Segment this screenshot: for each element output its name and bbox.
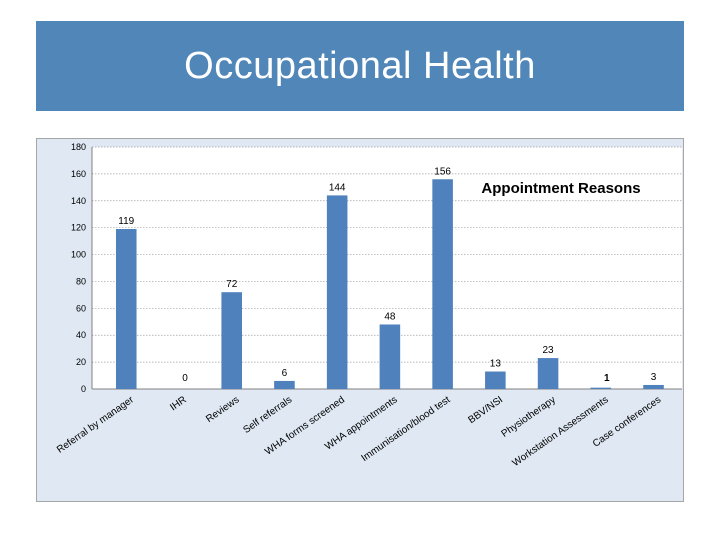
chart-title: Appointment Reasons: [481, 180, 640, 197]
x-tick-label: IHR: [168, 394, 188, 413]
data-label: 119: [118, 216, 134, 227]
data-label: 23: [543, 345, 555, 356]
y-tick-label: 160: [71, 169, 86, 179]
bar: [590, 387, 612, 389]
y-tick-label: 100: [71, 250, 86, 260]
y-tick-label: 20: [76, 357, 86, 367]
x-tick-labels: Referral by manager IHR Reviews Self referr…: [55, 394, 663, 469]
y-tick-label: 0: [81, 384, 86, 394]
bar: [115, 229, 137, 389]
slide-title: Occupational Health: [184, 44, 536, 87]
y-tick-label: 120: [71, 223, 86, 233]
bar: [274, 380, 295, 389]
data-label: 1: [604, 373, 610, 384]
data-label: 0: [182, 373, 188, 384]
title-banner: Occupational Health: [36, 21, 684, 111]
data-label: 3: [651, 372, 657, 383]
bar: [326, 195, 348, 389]
x-tick-label: Reviews: [204, 394, 241, 425]
y-tick-label: 40: [76, 330, 86, 340]
data-label: 156: [434, 166, 451, 177]
x-tick-label: Self referrals: [241, 394, 294, 436]
x-tick-label: BBV/NSI: [466, 394, 505, 426]
y-tick-label: 60: [76, 303, 86, 313]
y-axis: 0 20 40 60 80 100 120 140 160 180: [71, 142, 86, 394]
bar: [432, 179, 453, 389]
bars: [115, 179, 664, 389]
x-tick-label: Workstation Assessments: [511, 394, 611, 469]
y-tick-label: 180: [71, 142, 86, 152]
bar: [537, 358, 559, 389]
x-tick-label: Referral by manager: [55, 394, 137, 456]
data-label: 6: [282, 368, 288, 379]
y-tick-label: 80: [76, 276, 86, 286]
data-label: 48: [384, 311, 396, 322]
data-label: 72: [226, 279, 238, 290]
bar: [485, 371, 506, 389]
x-tick-label: Immunisation/blood test: [360, 394, 453, 464]
y-tick-label: 140: [71, 196, 86, 206]
bar: [643, 384, 664, 389]
bar: [379, 324, 401, 389]
bar: [221, 292, 242, 389]
data-label: 13: [490, 359, 502, 370]
data-label: 144: [329, 182, 346, 193]
